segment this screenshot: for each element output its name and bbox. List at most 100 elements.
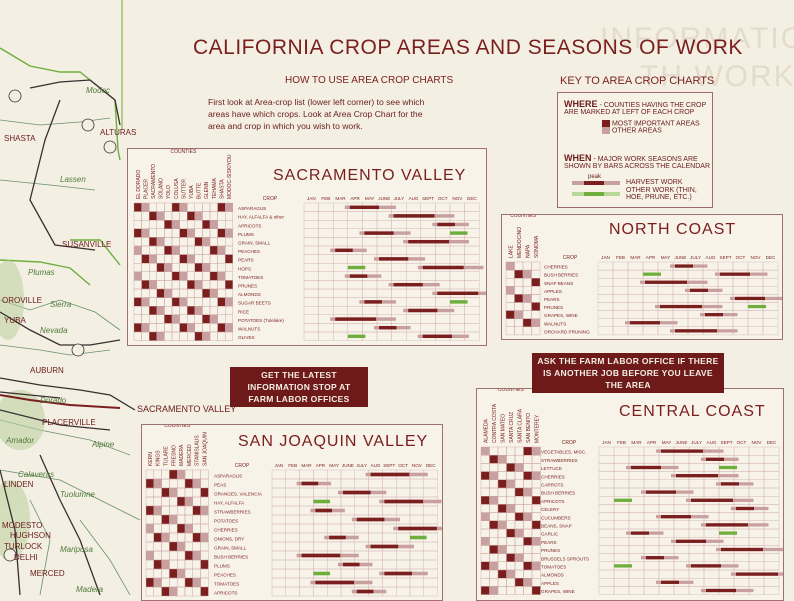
svg-text:TH WORK: TH WORK xyxy=(640,60,794,93)
county-cell xyxy=(514,310,524,319)
county-cell xyxy=(514,536,524,546)
harvest-bar xyxy=(661,449,703,453)
county-cell xyxy=(514,520,524,530)
month-cell xyxy=(598,487,615,497)
month-cell xyxy=(362,288,378,298)
county-cell xyxy=(523,512,533,521)
harvest-bar xyxy=(329,535,346,540)
month-cell xyxy=(464,280,480,290)
county-cell xyxy=(187,297,196,307)
harvest-bar xyxy=(437,222,455,227)
month-cell xyxy=(435,297,451,307)
month-label: FEB xyxy=(321,196,330,201)
county-label: SONOMA xyxy=(534,235,540,258)
harvest-bar xyxy=(721,482,739,486)
month-cell xyxy=(271,523,287,534)
county-cell xyxy=(161,532,170,543)
month-cell xyxy=(627,261,644,271)
month-cell xyxy=(423,514,438,525)
county-cell xyxy=(192,487,201,498)
month-label: OCT xyxy=(438,196,448,201)
month-cell xyxy=(763,487,780,497)
month-cell xyxy=(420,245,436,255)
month-label: JUNE xyxy=(675,255,687,260)
month-cell xyxy=(703,577,720,587)
county-cell xyxy=(531,536,541,546)
crop-label: ALMONDS xyxy=(238,292,261,297)
month-cell xyxy=(368,523,383,534)
county-cell xyxy=(514,487,524,497)
map-label-tuolumne: Tuolumne xyxy=(60,490,95,499)
county-cell xyxy=(480,528,490,538)
san-joaquin-title: SAN JOAQUIN VALLEY xyxy=(238,433,429,450)
month-cell xyxy=(299,469,314,480)
month-cell xyxy=(658,504,675,513)
month-cell xyxy=(643,569,660,579)
month-cell xyxy=(449,271,465,281)
month-label: OCT xyxy=(398,463,408,468)
month-label: JAN xyxy=(601,255,610,260)
county-cell xyxy=(489,553,499,563)
county-cell xyxy=(224,288,233,298)
month-cell xyxy=(464,202,480,212)
county-cell xyxy=(497,553,507,563)
map-label-sacramento-valley: SACRAMENTO VALLEY xyxy=(137,404,237,414)
county-cell xyxy=(200,469,209,480)
county-cell xyxy=(192,478,201,489)
month-cell xyxy=(303,271,319,281)
month-cell xyxy=(423,559,438,570)
month-cell xyxy=(332,254,348,264)
month-label: NOV xyxy=(751,255,762,260)
county-cell xyxy=(523,536,533,546)
month-cell xyxy=(318,219,334,229)
crop-label: BUSH BERRIES xyxy=(544,273,578,278)
county-cell xyxy=(531,269,541,279)
month-cell xyxy=(762,310,779,319)
month-cell xyxy=(299,532,314,543)
month-cell xyxy=(597,318,614,327)
svg-text:INFORMATION: INFORMATION xyxy=(600,22,794,55)
crop-label: APPLES xyxy=(541,581,559,586)
county-cell xyxy=(217,202,226,212)
county-cell xyxy=(523,520,533,530)
month-cell xyxy=(763,586,780,595)
month-label: JULY xyxy=(356,463,367,468)
county-cell xyxy=(169,550,178,561)
county-cell xyxy=(514,302,524,311)
harvest-bar xyxy=(675,329,717,333)
map-label-linden: LINDEN xyxy=(4,480,34,489)
harvest-bar xyxy=(315,580,355,585)
harvest-bar xyxy=(631,465,661,470)
county-cell xyxy=(514,318,524,327)
crop-label: APRICOTS xyxy=(214,591,237,596)
county-label: LAKE xyxy=(508,245,514,258)
month-cell xyxy=(285,469,300,480)
month-cell xyxy=(271,532,287,543)
month-cell xyxy=(732,278,749,287)
harvest-bar xyxy=(343,562,360,567)
county-cell xyxy=(161,550,170,561)
county-cell xyxy=(523,471,533,480)
month-cell xyxy=(318,254,334,264)
month-cell xyxy=(449,323,465,333)
month-cell xyxy=(597,269,614,279)
month-label: JULY xyxy=(393,196,404,201)
month-cell xyxy=(613,536,630,546)
crop-label: PEARS xyxy=(544,297,560,302)
crop-label: BEANS, SNAP xyxy=(541,524,572,529)
county-cell xyxy=(145,532,155,543)
harvest-bar xyxy=(408,308,438,313)
crop-label: PRUNES xyxy=(541,548,560,553)
county-cell xyxy=(194,331,203,341)
county-label: ALAMEDA xyxy=(483,418,489,443)
harvest-bar xyxy=(706,588,736,593)
month-cell xyxy=(406,202,422,212)
county-cell xyxy=(177,505,186,516)
county-cell xyxy=(171,297,180,307)
month-cell xyxy=(628,520,645,530)
county-cell xyxy=(169,568,178,579)
crop-label: GRAPES, WINE xyxy=(544,313,578,318)
month-cell xyxy=(376,262,392,272)
month-cell xyxy=(423,487,438,498)
county-cell xyxy=(202,271,211,281)
